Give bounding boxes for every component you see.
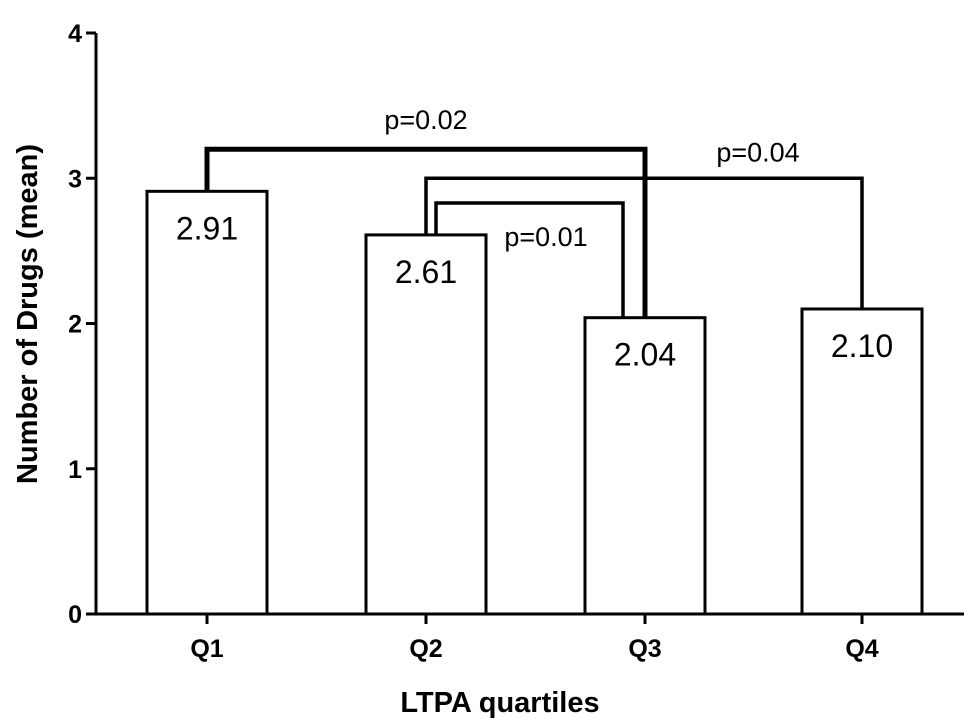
axes	[86, 31, 964, 624]
bars-layer	[145, 189, 924, 616]
bracket-q1-q3	[204, 146, 648, 318]
bar-value-label: 2.61	[395, 254, 457, 290]
bar-q1	[145, 189, 269, 616]
bracket-q2-q4	[424, 176, 864, 309]
y-tick-label: 3	[68, 165, 82, 193]
bar-value-label: 2.04	[614, 337, 676, 373]
bar-value-label: 2.10	[831, 328, 893, 364]
y-tick-label: 4	[68, 20, 82, 48]
y-axis-title: Number of Drugs (mean)	[12, 144, 44, 484]
x-tick-label: Q3	[628, 635, 661, 663]
p-value-label: p=0.04	[716, 137, 799, 167]
bar-q3	[583, 316, 707, 616]
labels-layer: 2.91 2.61 2.04 2.10 p=0.02 p=0.04 p=0.01 0 1 2 3 4 Q…	[68, 20, 893, 663]
x-tick-label: Q4	[845, 635, 878, 663]
bar-q4	[800, 307, 924, 616]
p-value-label: p=0.02	[384, 105, 467, 135]
x-tick-label: Q2	[409, 635, 442, 663]
bracket-q2-q3	[434, 201, 625, 318]
y-tick-label: 0	[68, 601, 82, 629]
y-tick-label: 2	[68, 311, 82, 339]
significance-brackets	[204, 146, 864, 318]
p-value-label: p=0.01	[504, 222, 587, 252]
x-axis-title: LTPA quartiles	[400, 687, 599, 719]
x-tick-label: Q1	[190, 635, 223, 663]
bar-q2	[364, 233, 488, 616]
bar-value-label: 2.91	[176, 210, 238, 246]
y-tick-label: 1	[68, 456, 82, 484]
